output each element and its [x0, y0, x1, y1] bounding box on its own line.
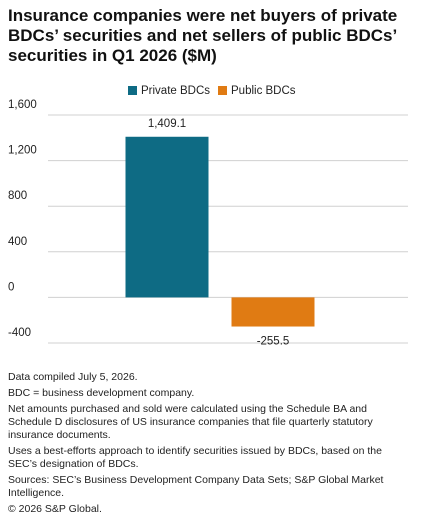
bar [231, 297, 315, 327]
note: BDC = business development company. [8, 387, 195, 399]
legend-label: Private BDCs [141, 85, 210, 97]
chart: 1,600 1,200 800 400 0 -400 Private BDCs Public … [8, 85, 408, 348]
notes: Data compiled July 5, 2026. BDC = busines… [8, 371, 413, 519]
legend-swatch [128, 86, 137, 95]
note: Sources: SEC’s Business Development Comp… [8, 474, 384, 499]
note: Uses a best-efforts approach to identify… [8, 445, 382, 470]
y-tick-label: 1,200 [8, 145, 37, 157]
y-tick-label: 0 [8, 281, 14, 293]
legend-swatch [218, 86, 227, 95]
chart-title: Insurance companies were net buyers of p… [8, 6, 398, 65]
y-tick-label: 800 [8, 190, 27, 202]
y-tick-label: -400 [8, 327, 31, 339]
y-tick-label: 400 [8, 236, 27, 248]
value-label: 1,409.1 [148, 118, 186, 130]
value-label: -255.5 [257, 336, 290, 348]
note: Net amounts purchased and sold were calc… [8, 403, 373, 441]
y-tick-label: 1,600 [8, 99, 37, 111]
note: Data compiled July 5, 2026. [8, 371, 138, 383]
bar [125, 136, 209, 298]
note: © 2026 S&P Global. [8, 503, 102, 515]
legend-label: Public BDCs [231, 85, 296, 97]
